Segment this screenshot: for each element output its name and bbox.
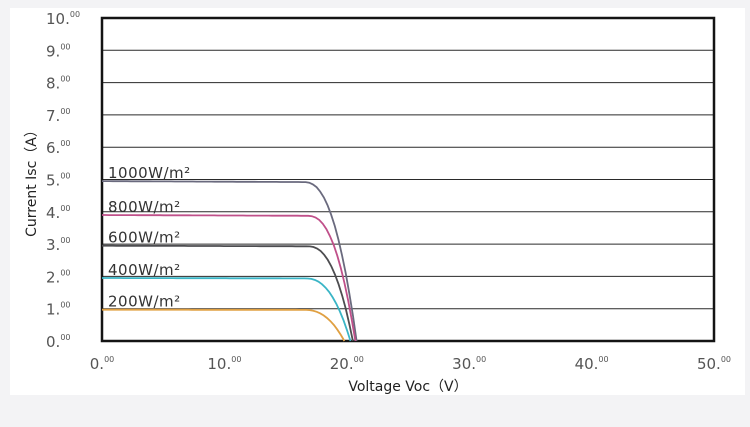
x-tick-label: 30.00 — [452, 355, 486, 373]
series-curve — [102, 277, 352, 342]
series-curve — [102, 244, 354, 342]
y-tick-label: 5.00 — [46, 172, 71, 190]
y-tick-label: 10.00 — [46, 10, 80, 28]
y-tick-label: 0.00 — [46, 333, 71, 351]
y-tick-label: 6.00 — [46, 139, 71, 157]
series-curves — [102, 180, 358, 342]
x-tick-label: 50.00 — [697, 355, 731, 373]
x-axis-ticks: 0.00 10.00 20.00 30.00 40.00 50.00 — [90, 355, 731, 373]
series-label: 400W/m² — [108, 261, 181, 279]
series-label: 600W/m² — [108, 229, 181, 247]
series-label: 200W/m² — [108, 293, 181, 311]
y-tick-label: 8.00 — [46, 75, 71, 93]
plot-frame — [100, 16, 716, 343]
series-labels: 1000W/m² 800W/m² 600W/m² 400W/m² 200W/m² — [108, 164, 191, 311]
grid-lines — [102, 49, 714, 310]
y-axis-ticks: 0.00 1.00 2.00 3.00 4.00 5.00 6.00 7.00 8.00 9.00… — [46, 10, 80, 351]
y-tick-label: 2.00 — [46, 268, 71, 286]
y-tick-label: 4.00 — [46, 204, 71, 222]
x-axis-title: Voltage Voc（V） — [348, 379, 467, 395]
series-label: 1000W/m² — [108, 164, 191, 182]
y-tick-label: 7.00 — [46, 107, 71, 125]
y-tick-label: 3.00 — [46, 236, 71, 254]
x-tick-label: 10.00 — [207, 355, 241, 373]
series-curve — [102, 214, 357, 342]
y-tick-label: 1.00 — [46, 301, 71, 319]
y-tick-label: 9.00 — [46, 42, 71, 60]
series-curve — [102, 180, 358, 342]
series-label: 800W/m² — [108, 198, 181, 216]
x-tick-label: 40.00 — [575, 355, 609, 373]
series-curve — [102, 308, 346, 342]
y-axis-title: Current Isc（A） — [24, 123, 40, 237]
x-tick-label: 20.00 — [330, 355, 364, 373]
x-tick-label: 0.00 — [90, 355, 115, 373]
chart-background — [10, 8, 745, 395]
